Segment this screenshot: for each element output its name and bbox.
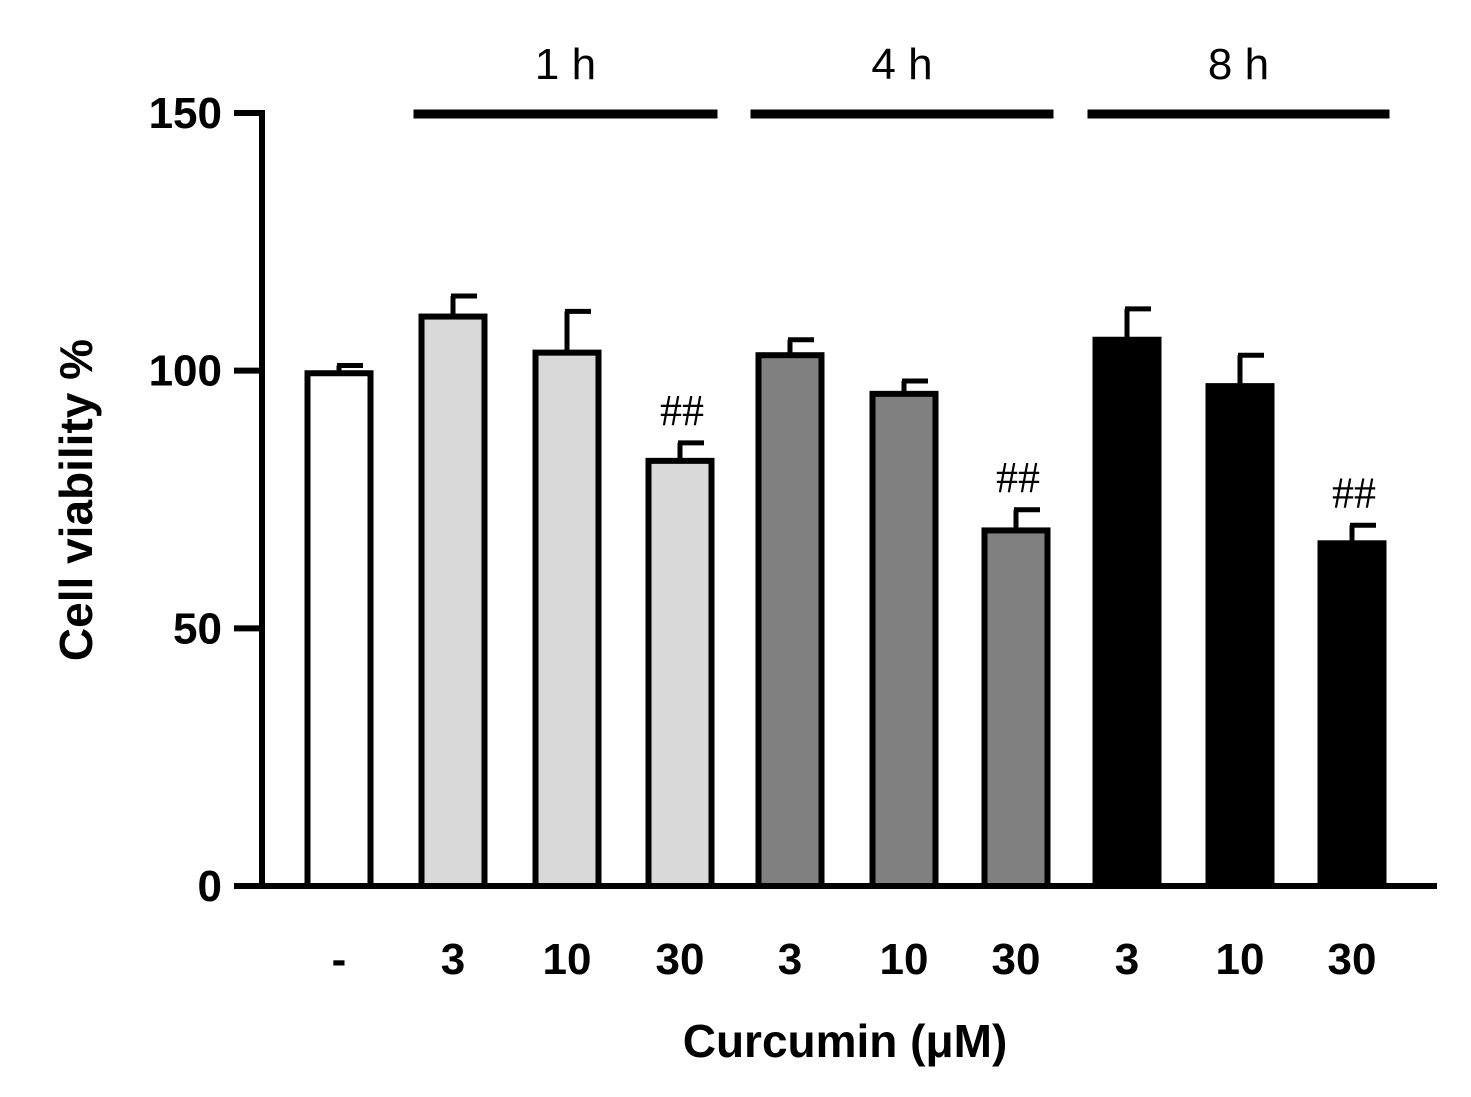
bar [1092, 336, 1162, 890]
bar [418, 313, 488, 890]
x-tick-label: - [332, 935, 347, 984]
y-tick-label: 50 [173, 604, 222, 653]
x-axis-title: Curcumin (μM) [683, 1015, 1008, 1067]
bars-layer: ## ## ## [304, 293, 1387, 890]
significance-label: ## [1332, 468, 1376, 517]
axes-layer [259, 110, 1437, 889]
x-tick-label: 10 [880, 935, 929, 984]
y-tick-label: 0 [198, 862, 222, 911]
y-ticks-layer: 0 50 100 150 [149, 89, 262, 911]
y-axis-title: Cell viability % [50, 339, 102, 661]
significance-label: ## [660, 386, 704, 435]
x-tick-label: 30 [1328, 935, 1377, 984]
bar [869, 390, 939, 889]
bar [304, 370, 374, 889]
group-brackets-layer: 1 h 4 h 8 h [413, 40, 1390, 119]
y-tick-label: 100 [149, 347, 222, 396]
y-tick-label: 150 [149, 89, 222, 138]
bar [981, 527, 1051, 889]
group-label: 4 h [871, 40, 932, 89]
x-tick-label: 3 [441, 935, 465, 984]
bar [1317, 540, 1387, 889]
group-label: 8 h [1208, 40, 1269, 89]
x-tick-label: 3 [778, 935, 802, 984]
x-ticks-layer: - 3 10 30 3 10 30 3 10 30 [332, 935, 1377, 984]
bar [532, 349, 602, 889]
x-tick-label: 30 [656, 935, 705, 984]
significance-label: ## [996, 453, 1040, 502]
x-tick-label: 10 [543, 935, 592, 984]
x-tick-label: 30 [992, 935, 1041, 984]
x-tick-label: 10 [1216, 935, 1265, 984]
bar [645, 457, 715, 889]
group-label: 1 h [535, 40, 596, 89]
bar [1205, 383, 1275, 889]
x-tick-label: 3 [1115, 935, 1139, 984]
bar [755, 352, 825, 889]
